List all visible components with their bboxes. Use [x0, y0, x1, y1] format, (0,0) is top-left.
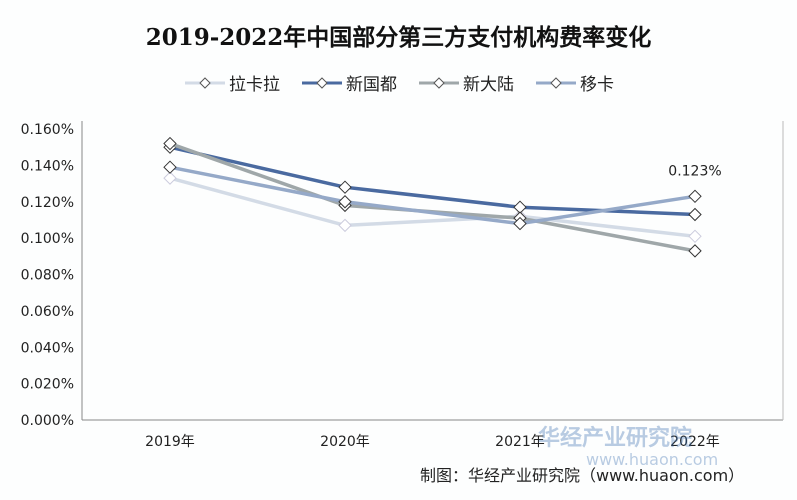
- legend-item: 新大陆: [419, 70, 514, 95]
- legend-marker: [185, 76, 225, 89]
- y-tick-label: 0.080%: [21, 268, 74, 284]
- x-tick-label: 2020年: [320, 434, 370, 450]
- series-line-移卡: [169, 165, 696, 226]
- legend-label: 新国都: [346, 75, 397, 95]
- y-tick-label: 0.140%: [21, 158, 74, 174]
- watermark-name: 华经产业研究院: [538, 426, 693, 451]
- y-tick-label: 0.020%: [21, 377, 74, 393]
- y-tick-label: 0.100%: [21, 231, 74, 247]
- series-line-拉卡拉: [169, 176, 696, 239]
- x-tick-label: 2021年: [495, 434, 545, 450]
- data-point: [163, 160, 177, 174]
- data-point: [688, 244, 702, 258]
- y-tick-label: 0.060%: [21, 304, 74, 320]
- legend-item: 拉卡拉: [185, 70, 280, 95]
- y-tick-label: 0.000%: [21, 413, 74, 429]
- legend-item: 新国都: [302, 70, 397, 95]
- watermark-url: www.huaon.com: [586, 450, 719, 469]
- x-tick-label: 2022年: [670, 434, 720, 450]
- data-point: [688, 207, 702, 222]
- chart-title: 2019-2022年中国部分第三方支付机构费率变化: [145, 24, 652, 51]
- data-point: [163, 171, 177, 185]
- data-point: [513, 200, 527, 214]
- data-label: 0.123%: [668, 163, 721, 179]
- y-tick-label: 0.160%: [21, 122, 74, 138]
- x-tick-label: 2019年: [145, 434, 195, 450]
- y-tick-label: 0.040%: [21, 340, 74, 356]
- data-point: [338, 195, 352, 209]
- data-point: [338, 218, 352, 233]
- data-point: [513, 216, 527, 231]
- data-point: [163, 136, 177, 151]
- legend: 拉卡拉 新国都 新大陆 移卡: [185, 70, 614, 95]
- series-line-新国都: [169, 145, 696, 217]
- legend-label: 新大陆: [463, 75, 514, 95]
- y-tick-label: 0.120%: [21, 195, 74, 211]
- legend-marker: [536, 76, 576, 89]
- legend-label: 移卡: [580, 75, 614, 95]
- data-point: [338, 180, 352, 194]
- source-note: 制图：华经产业研究院（www.huaon.com）: [420, 466, 745, 485]
- legend-marker: [302, 76, 342, 89]
- data-point: [688, 229, 702, 244]
- legend-label: 拉卡拉: [229, 75, 280, 95]
- legend-marker: [419, 76, 459, 89]
- data-point: [688, 189, 702, 204]
- legend-item: 移卡: [536, 70, 614, 95]
